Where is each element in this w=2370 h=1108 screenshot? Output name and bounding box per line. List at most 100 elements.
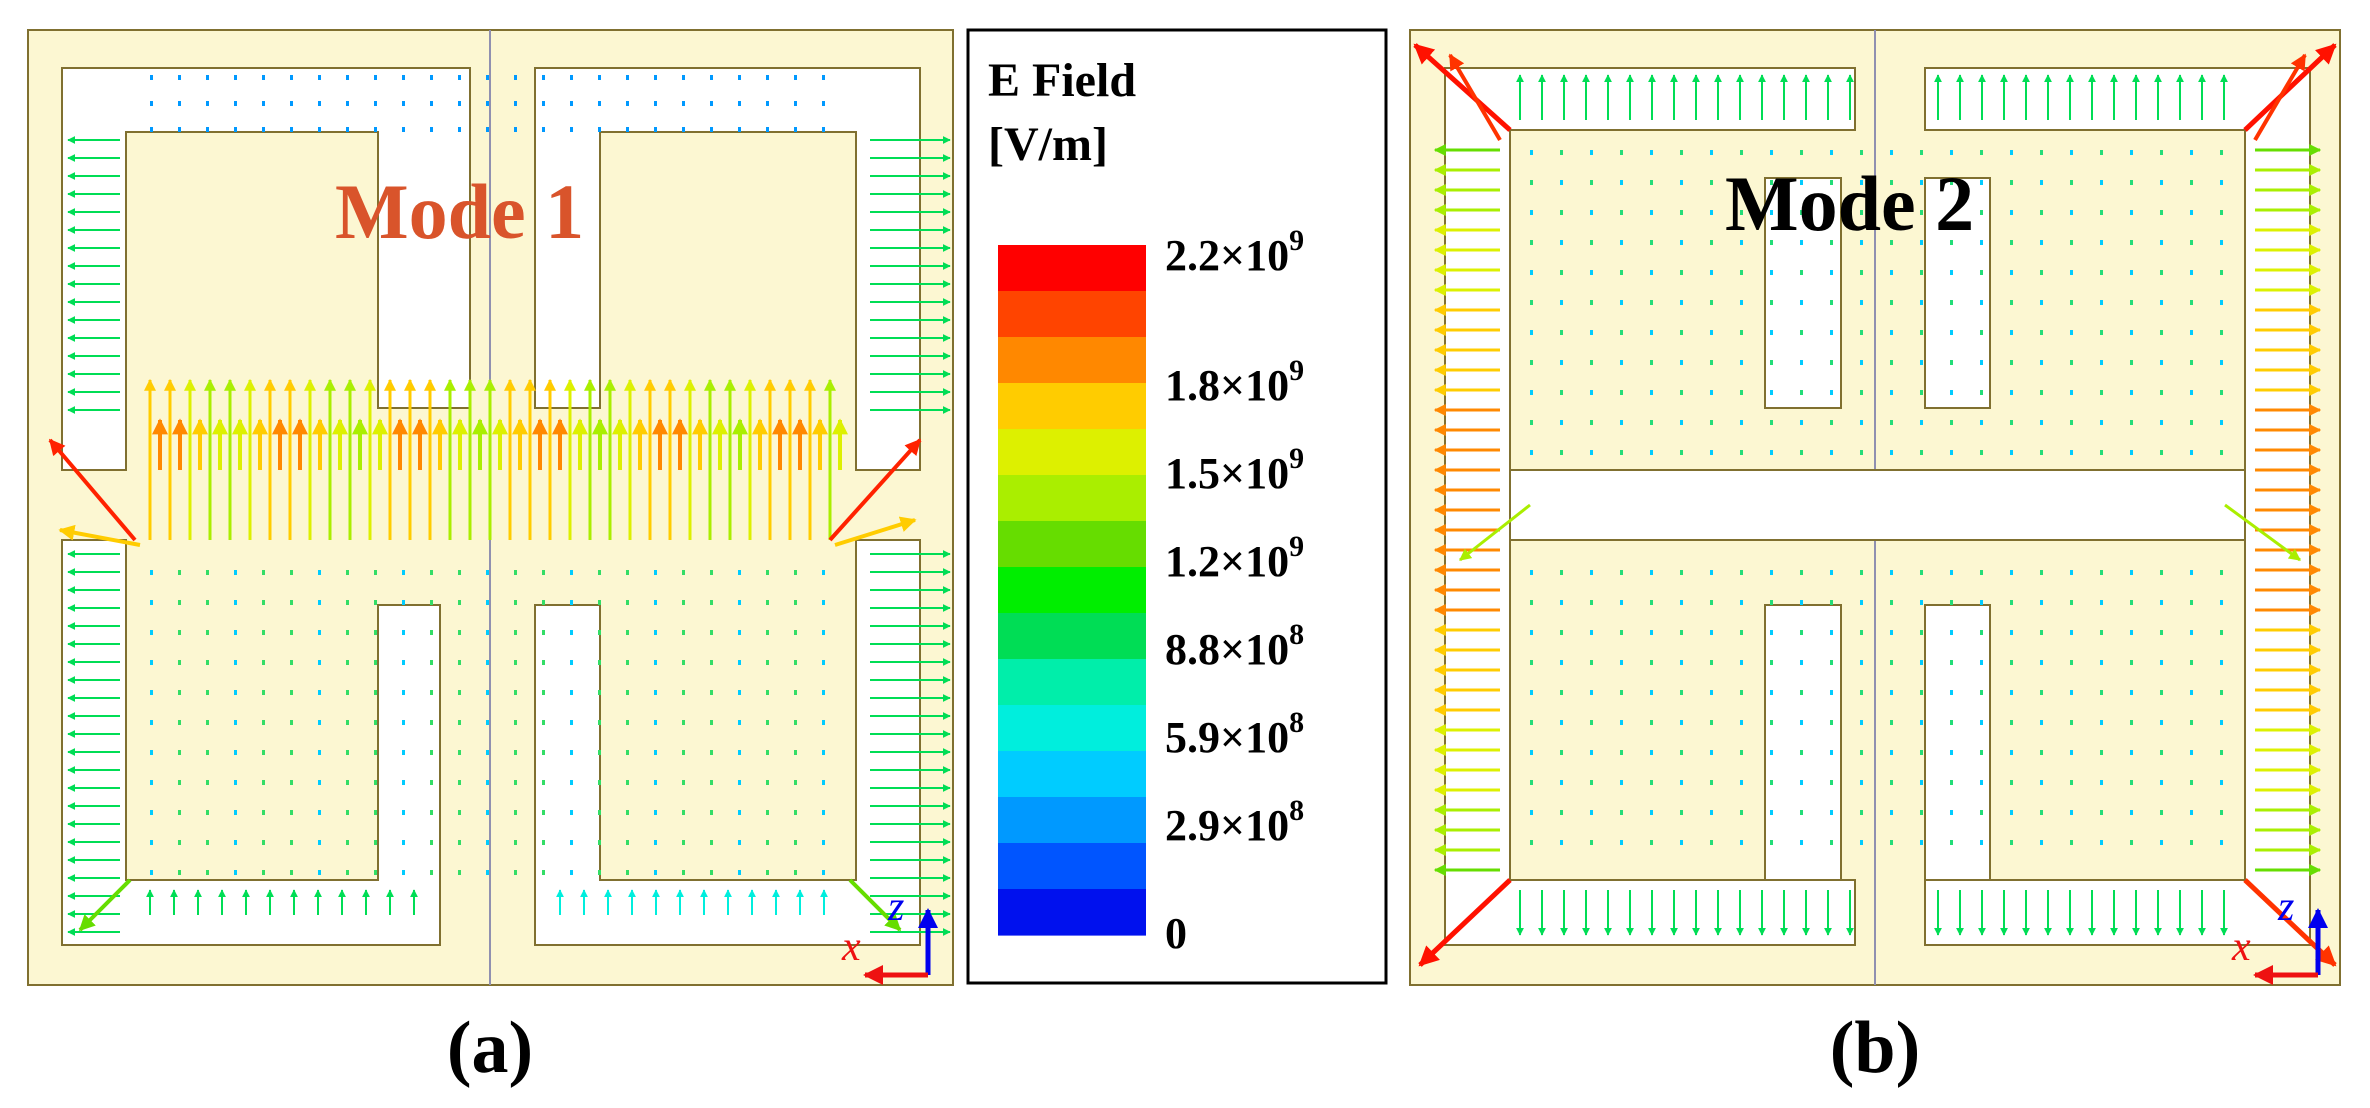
- field-vector-dot: [1830, 360, 1833, 365]
- field-vector-dot: [2160, 270, 2163, 275]
- field-vector-dot: [1710, 210, 1713, 215]
- panel-b-caption: (b): [1830, 1007, 1920, 1089]
- panel-b-z-axis-label: z: [2277, 884, 2294, 930]
- field-vector-dot: [486, 750, 489, 755]
- field-vector-dot: [738, 690, 741, 695]
- field-vector-dot: [738, 660, 741, 665]
- panel-a-slots: [61, 67, 921, 946]
- legend-value-labels: 2.2×109 1.8×109 1.5×109 1.2×109 8.8×108 5.9×1…: [1165, 224, 1304, 958]
- field-vector-dot: [486, 600, 489, 605]
- field-vector-dot: [766, 660, 769, 665]
- field-vector-dot: [2070, 330, 2073, 335]
- field-vector-dot: [1830, 450, 1833, 455]
- field-vector-dot: [178, 101, 181, 106]
- field-vector-dot: [542, 75, 545, 80]
- field-vector-dot: [514, 690, 517, 695]
- field-vector-dot: [654, 630, 657, 635]
- field-vector-dot: [1680, 270, 1683, 275]
- field-vector-dot: [2160, 240, 2163, 245]
- field-vector-dot: [206, 600, 209, 605]
- field-vector-dot: [1860, 270, 1863, 275]
- field-vector-dot: [626, 127, 629, 132]
- field-vector-dot: [430, 660, 433, 665]
- field-vector-dot: [1590, 600, 1593, 605]
- field-vector-dot: [458, 690, 461, 695]
- field-vector-dot: [1710, 660, 1713, 665]
- field-vector-dot: [1650, 360, 1653, 365]
- field-vector-dot: [1590, 150, 1593, 155]
- field-vector-dot: [1770, 750, 1773, 755]
- field-vector-dot: [206, 810, 209, 815]
- field-vector-dot: [2040, 420, 2043, 425]
- field-vector-dot: [290, 570, 293, 575]
- field-vector-dot: [1920, 300, 1923, 305]
- field-vector-dot: [654, 870, 657, 875]
- field-vector-dot: [374, 75, 377, 80]
- field-vector-dot: [402, 600, 405, 605]
- field-vector-dot: [2040, 240, 2043, 245]
- field-vector-dot: [346, 660, 349, 665]
- field-vector-dot: [1680, 240, 1683, 245]
- field-vector-dot: [1680, 300, 1683, 305]
- field-vector-dot: [1530, 300, 1533, 305]
- field-vector-dot: [1620, 180, 1623, 185]
- field-vector-dot: [2190, 570, 2193, 575]
- field-vector-dot: [234, 75, 237, 80]
- field-vector-dot: [486, 630, 489, 635]
- field-vector-dot: [1770, 150, 1773, 155]
- legend-swatch: [998, 521, 1146, 568]
- field-vector-dot: [2220, 600, 2223, 605]
- field-vector-dot: [1620, 720, 1623, 725]
- field-vector-dot: [1560, 210, 1563, 215]
- field-vector-dot: [374, 780, 377, 785]
- panel-a-z-axis-label: z: [887, 884, 904, 930]
- field-vector-dot: [2040, 600, 2043, 605]
- field-vector-dot: [598, 660, 601, 665]
- field-vector-dot: [2010, 450, 2013, 455]
- field-vector-dot: [262, 690, 265, 695]
- field-vector-dot: [2070, 690, 2073, 695]
- field-vector-dot: [682, 720, 685, 725]
- field-vector-dot: [486, 690, 489, 695]
- field-vector-dot: [1530, 360, 1533, 365]
- field-vector-dot: [318, 600, 321, 605]
- field-vector-dot: [1650, 240, 1653, 245]
- field-vector-dot: [1950, 210, 1953, 215]
- field-vector-dot: [1770, 450, 1773, 455]
- field-vector-dot: [1680, 810, 1683, 815]
- field-vector-dot: [2160, 780, 2163, 785]
- field-vector-dot: [1740, 210, 1743, 215]
- field-vector-dot: [794, 75, 797, 80]
- field-vector-dot: [2010, 300, 2013, 305]
- field-vector-dot: [178, 720, 181, 725]
- field-vector-dot: [1980, 750, 1983, 755]
- field-vector-dot: [2220, 300, 2223, 305]
- field-vector-dot: [794, 780, 797, 785]
- field-vector-dot: [2130, 810, 2133, 815]
- field-vector-dot: [1680, 750, 1683, 755]
- field-vector-dot: [710, 870, 713, 875]
- field-vector-dot: [766, 127, 769, 132]
- field-vector-dot: [1890, 690, 1893, 695]
- field-vector-dot: [1860, 840, 1863, 845]
- field-vector-dot: [2100, 180, 2103, 185]
- field-vector-dot: [1980, 330, 1983, 335]
- field-vector-dot: [318, 660, 321, 665]
- field-vector-dot: [570, 810, 573, 815]
- field-vector-dot: [542, 600, 545, 605]
- panel-b-axes: z x: [2231, 884, 2328, 985]
- field-vector-dot: [570, 690, 573, 695]
- legend-label: 5.9×108: [1165, 706, 1304, 762]
- field-vector-dot: [430, 630, 433, 635]
- field-vector-dot: [318, 810, 321, 815]
- field-arrow: [1418, 878, 1512, 967]
- field-vector-dot: [2190, 390, 2193, 395]
- field-vector-dot: [1620, 420, 1623, 425]
- field-vector-dot: [2160, 810, 2163, 815]
- field-vector-dot: [1980, 810, 1983, 815]
- field-vector-dot: [346, 127, 349, 132]
- field-vector-dot: [1980, 630, 1983, 635]
- field-vector-dot: [1890, 360, 1893, 365]
- field-vector-dot: [402, 870, 405, 875]
- field-vector-dot: [1650, 390, 1653, 395]
